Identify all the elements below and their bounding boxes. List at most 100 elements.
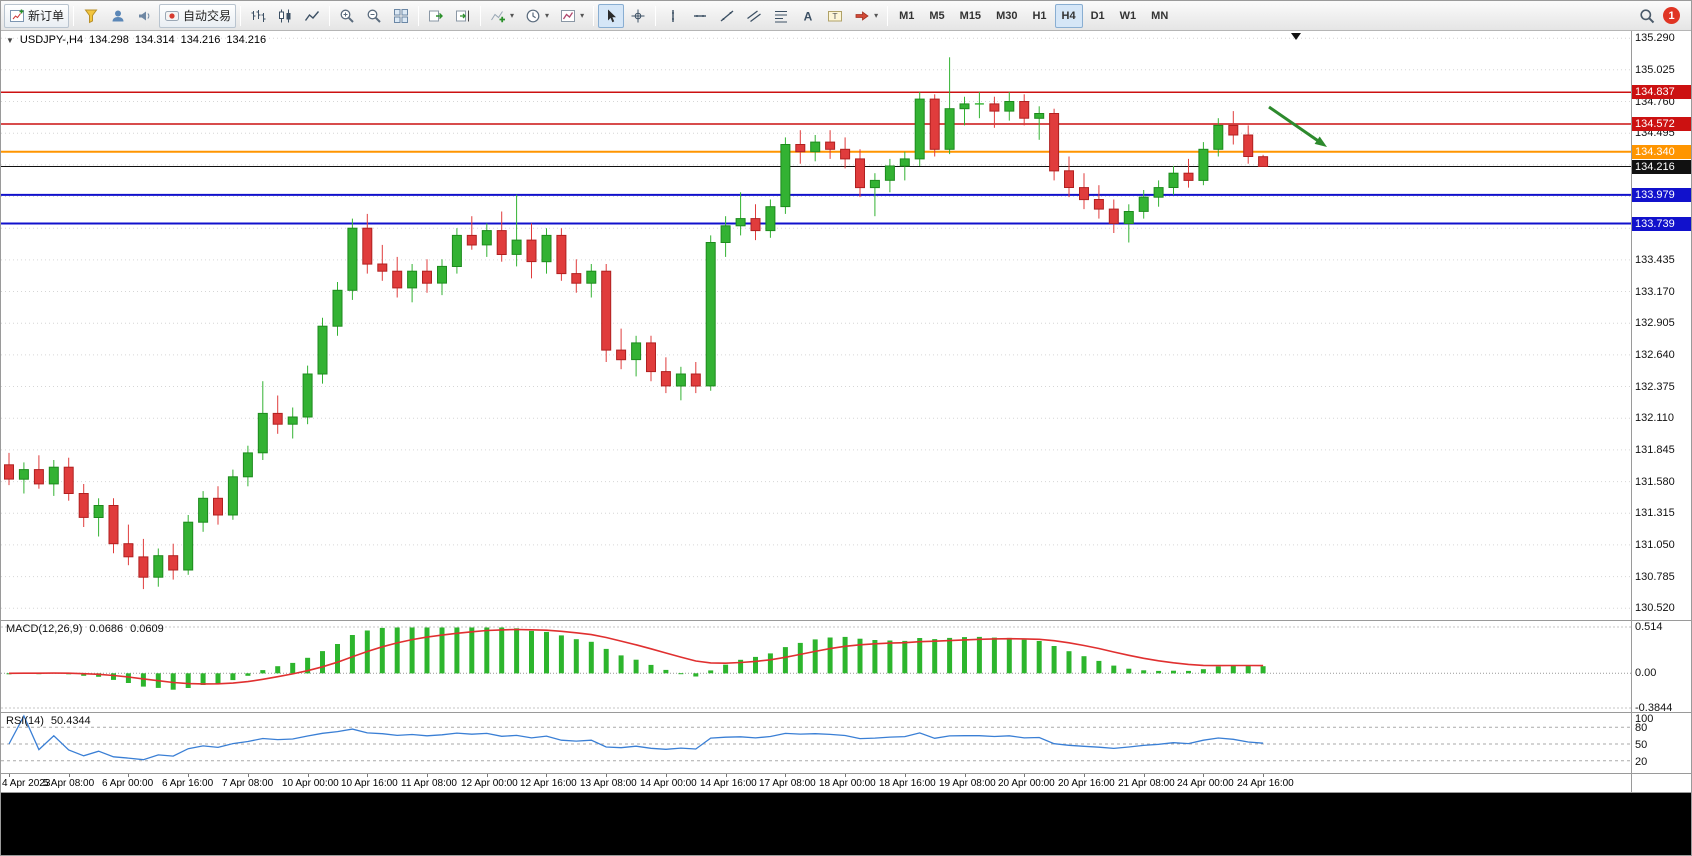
dropdown-caret-icon[interactable]: ▾ xyxy=(874,11,879,20)
toolbar-separator xyxy=(593,5,595,26)
macd-panel[interactable]: 0.514 0.00 -0.3844 MACD(12,26,9) 0.0686 0.… xyxy=(1,621,1691,713)
search-button[interactable] xyxy=(1634,4,1660,28)
arrows-button[interactable]: ▾ xyxy=(849,4,883,28)
tile-windows-button[interactable] xyxy=(388,4,414,28)
zoom-out-icon xyxy=(367,9,381,23)
rsi-panel[interactable]: 100 80 50 20 RSI(14) 50.4344 xyxy=(1,713,1691,774)
time-axis-label: 7 Apr 08:00 xyxy=(222,778,274,789)
label-button[interactable]: T xyxy=(822,4,848,28)
timeframe-h4-button[interactable]: H4 xyxy=(1054,3,1083,28)
time-axis-label: 14 Apr 00:00 xyxy=(640,778,697,789)
periods-button[interactable]: ▾ xyxy=(520,4,554,28)
vertical-line-button[interactable] xyxy=(660,4,686,28)
zoom-out-button[interactable] xyxy=(361,4,387,28)
candlestick-chart-button[interactable] xyxy=(272,4,298,28)
time-tick xyxy=(606,774,607,777)
time-axis-label: 14 Apr 16:00 xyxy=(700,778,757,789)
chart-shift-marker[interactable] xyxy=(1291,33,1301,40)
rsi-title: RSI(14) xyxy=(6,715,44,727)
chart-shift-button[interactable] xyxy=(450,4,476,28)
templates-button[interactable]: ▾ xyxy=(555,4,589,28)
horizontal-line-button[interactable] xyxy=(687,4,713,28)
auto-scroll-button[interactable] xyxy=(423,4,449,28)
macd-plot[interactable] xyxy=(1,621,1633,712)
time-tick xyxy=(965,774,966,777)
timeframe-d1-button[interactable]: D1 xyxy=(1090,9,1105,22)
macd-histogram xyxy=(6,627,1266,690)
annotations-layer[interactable] xyxy=(1268,33,1327,148)
time-axis-label: 20 Apr 16:00 xyxy=(1058,778,1115,789)
notifications-badge[interactable]: 1 xyxy=(1663,7,1680,24)
indicators-icon xyxy=(491,10,506,22)
cursor-button[interactable] xyxy=(598,3,625,28)
time-axis[interactable]: 4 Apr 2023 5 Apr 08:00 6 Apr 00:00 6 Apr 16… xyxy=(1,774,1691,793)
price-axis-label: 135.025 xyxy=(1635,64,1675,76)
price-axis: 135.290135.025134.760134.495134.230133.9… xyxy=(1631,31,1691,620)
dropdown-caret-icon[interactable]: ▾ xyxy=(580,11,585,20)
fibonacci-button[interactable] xyxy=(768,4,794,28)
time-tick xyxy=(726,774,727,777)
text-button[interactable]: A xyxy=(795,4,821,28)
timeframe-m1-button[interactable]: M1 xyxy=(899,9,915,22)
rsi-plot[interactable] xyxy=(1,713,1633,773)
time-tick xyxy=(248,774,249,777)
channel-button[interactable] xyxy=(741,4,767,28)
main-chart-panel[interactable]: 135.290135.025134.760134.495134.230133.9… xyxy=(1,31,1691,621)
toolbar-separator xyxy=(240,5,242,26)
collapse-ohlc-icon[interactable]: ▼ xyxy=(6,35,14,45)
rsi-header: RSI(14) 50.4344 xyxy=(6,715,91,727)
crosshair-icon xyxy=(631,9,645,22)
timeframe-m30-button[interactable]: M30 xyxy=(996,9,1018,22)
time-axis-label: 18 Apr 00:00 xyxy=(819,778,876,789)
trendline-button[interactable] xyxy=(714,4,740,28)
dropdown-caret-icon[interactable]: ▾ xyxy=(510,11,515,20)
grid-layer xyxy=(1,37,1633,609)
main-chart-plot[interactable] xyxy=(1,31,1633,620)
sounds-button[interactable] xyxy=(132,4,158,28)
rsi-line xyxy=(8,714,1264,761)
timeframe-m15-button[interactable]: M15 xyxy=(959,9,982,22)
price-axis-label: 135.290 xyxy=(1635,32,1675,44)
macd-svg[interactable] xyxy=(1,621,1633,712)
time-axis-label: 21 Apr 08:00 xyxy=(1118,778,1175,789)
speaker-icon xyxy=(139,11,150,20)
headset-icon xyxy=(112,10,124,21)
timeframe-w1-button[interactable]: W1 xyxy=(1119,9,1137,22)
bar-chart-button[interactable] xyxy=(245,4,271,28)
funnel-icon xyxy=(84,9,98,23)
cursor-icon xyxy=(608,9,617,22)
timeframe-mn-button[interactable]: MN xyxy=(1151,9,1169,22)
support-button[interactable] xyxy=(105,4,131,28)
toolbar-separator xyxy=(480,5,482,26)
time-axis-label: 11 Apr 08:00 xyxy=(401,778,457,789)
timeframe-h1-button[interactable]: H1 xyxy=(1032,9,1047,22)
price-tag-134.837: 134.837 xyxy=(1632,85,1691,99)
price-axis-label: 130.520 xyxy=(1635,602,1675,614)
ohlc-low: 134.216 xyxy=(180,34,221,46)
autotrade-button[interactable]: 自动交易 xyxy=(159,3,237,28)
fibo-icon xyxy=(775,10,788,22)
rsi-svg[interactable] xyxy=(1,713,1633,773)
trend-arrow-annotation[interactable] xyxy=(1314,136,1327,148)
macd-signal-value: 0.0609 xyxy=(130,623,164,635)
bottom-black-bar xyxy=(1,793,1691,855)
zoom-in-button[interactable] xyxy=(334,4,360,28)
crosshair-button[interactable] xyxy=(625,4,651,28)
price-axis-label: 133.170 xyxy=(1635,286,1675,298)
time-axis-label: 6 Apr 16:00 xyxy=(162,778,214,789)
price-tag-134.216: 134.216 xyxy=(1632,160,1691,174)
dropdown-caret-icon[interactable]: ▾ xyxy=(545,11,550,20)
line-chart-button[interactable] xyxy=(299,4,325,28)
hline-layer[interactable] xyxy=(1,91,1633,225)
clock-icon xyxy=(526,9,540,22)
price-chart-svg[interactable] xyxy=(1,31,1633,619)
time-tick xyxy=(69,774,70,777)
new-order-button[interactable]: 新订单 xyxy=(4,3,70,28)
indicators-button[interactable]: ▾ xyxy=(485,4,519,28)
mql5-button[interactable] xyxy=(78,4,104,28)
time-tick xyxy=(367,774,368,777)
macd-signal-line xyxy=(8,628,1264,685)
price-axis-label: 131.845 xyxy=(1635,444,1675,456)
timeframe-m5-button[interactable]: M5 xyxy=(929,9,945,22)
ohlc-close: 134.216 xyxy=(226,34,267,46)
